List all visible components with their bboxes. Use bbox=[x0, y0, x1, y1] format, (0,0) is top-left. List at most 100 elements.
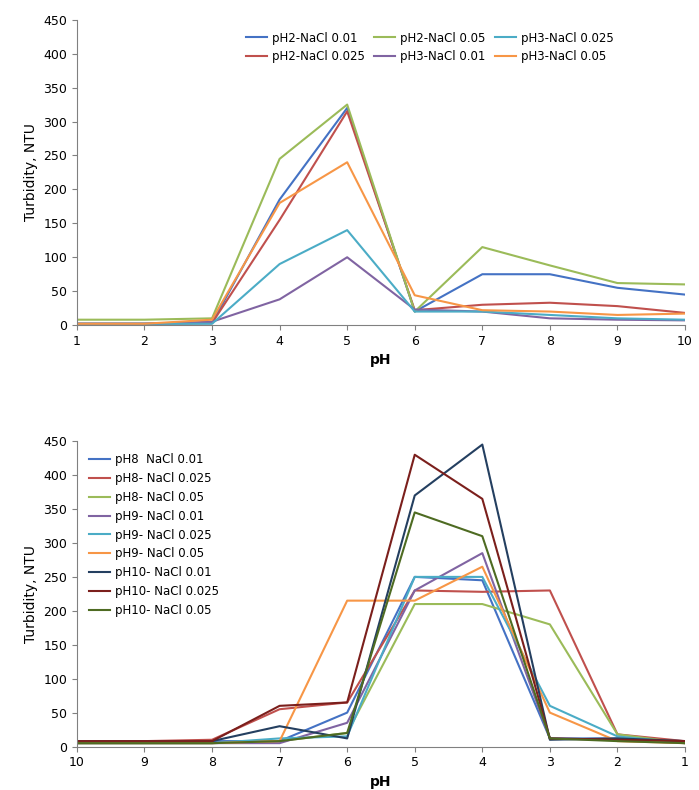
pH3-NaCl 0.025 bbox=[613, 314, 621, 323]
Line: pH3-NaCl 0.025: pH3-NaCl 0.025 bbox=[77, 230, 685, 324]
Line: pH8  NaCl 0.01: pH8 NaCl 0.01 bbox=[77, 577, 685, 741]
pH10- NaCl 0.01 bbox=[478, 440, 487, 450]
Line: pH8- NaCl 0.05: pH8- NaCl 0.05 bbox=[77, 604, 685, 743]
pH2-NaCl 0.025 bbox=[275, 215, 284, 224]
pH2-NaCl 0.01 bbox=[343, 103, 352, 113]
pH3-NaCl 0.025 bbox=[478, 307, 487, 316]
Line: pH2-NaCl 0.05: pH2-NaCl 0.05 bbox=[77, 104, 685, 320]
Line: pH3-NaCl 0.05: pH3-NaCl 0.05 bbox=[77, 162, 685, 324]
pH3-NaCl 0.01 bbox=[546, 314, 554, 323]
pH10- NaCl 0.01 bbox=[73, 736, 81, 746]
pH2-NaCl 0.025 bbox=[73, 319, 81, 329]
pH3-NaCl 0.025 bbox=[140, 319, 149, 329]
pH2-NaCl 0.05 bbox=[208, 314, 216, 323]
pH9- NaCl 0.01 bbox=[208, 739, 216, 748]
Line: pH10- NaCl 0.05: pH10- NaCl 0.05 bbox=[77, 513, 685, 743]
pH3-NaCl 0.025 bbox=[410, 307, 419, 316]
pH9- NaCl 0.05 bbox=[546, 708, 554, 717]
pH8- NaCl 0.025 bbox=[546, 585, 554, 595]
Line: pH9- NaCl 0.01: pH9- NaCl 0.01 bbox=[77, 553, 685, 743]
pH9- NaCl 0.01 bbox=[343, 718, 352, 728]
pH9- NaCl 0.01 bbox=[681, 739, 689, 748]
Line: pH3-NaCl 0.01: pH3-NaCl 0.01 bbox=[77, 258, 685, 324]
pH3-NaCl 0.01 bbox=[343, 253, 352, 262]
pH3-NaCl 0.05 bbox=[478, 306, 487, 315]
pH10- NaCl 0.025 bbox=[410, 450, 419, 460]
Line: pH8- NaCl 0.025: pH8- NaCl 0.025 bbox=[77, 590, 685, 741]
pH8- NaCl 0.025 bbox=[410, 585, 419, 595]
pH10- NaCl 0.01 bbox=[208, 736, 216, 746]
pH2-NaCl 0.01 bbox=[410, 307, 419, 316]
pH2-NaCl 0.025 bbox=[613, 302, 621, 311]
pH2-NaCl 0.01 bbox=[613, 283, 621, 292]
pH9- NaCl 0.05 bbox=[478, 562, 487, 571]
pH10- NaCl 0.05 bbox=[613, 736, 621, 746]
pH9- NaCl 0.025 bbox=[681, 739, 689, 748]
pH2-NaCl 0.025 bbox=[546, 298, 554, 307]
pH2-NaCl 0.05 bbox=[343, 100, 352, 109]
pH8- NaCl 0.05 bbox=[208, 739, 216, 748]
pH8- NaCl 0.025 bbox=[681, 736, 689, 746]
pH3-NaCl 0.01 bbox=[613, 315, 621, 325]
pH9- NaCl 0.05 bbox=[410, 596, 419, 605]
pH8  NaCl 0.01 bbox=[478, 576, 487, 585]
pH2-NaCl 0.01 bbox=[140, 319, 149, 329]
Legend: pH2-NaCl 0.01, pH2-NaCl 0.025, pH2-NaCl 0.05, pH3-NaCl 0.01, pH3-NaCl 0.025, pH3: pH2-NaCl 0.01, pH2-NaCl 0.025, pH2-NaCl … bbox=[240, 25, 619, 70]
pH8- NaCl 0.05 bbox=[343, 728, 352, 738]
pH9- NaCl 0.01 bbox=[546, 734, 554, 743]
pH2-NaCl 0.05 bbox=[275, 154, 284, 164]
pH9- NaCl 0.025 bbox=[275, 734, 284, 743]
pH8- NaCl 0.025 bbox=[275, 705, 284, 714]
pH10- NaCl 0.025 bbox=[546, 734, 554, 743]
pH2-NaCl 0.025 bbox=[343, 107, 352, 116]
pH10- NaCl 0.01 bbox=[410, 491, 419, 500]
pH8  NaCl 0.01 bbox=[343, 708, 352, 717]
pH8  NaCl 0.01 bbox=[613, 734, 621, 743]
pH2-NaCl 0.025 bbox=[208, 318, 216, 328]
pH9- NaCl 0.025 bbox=[410, 572, 419, 581]
pH9- NaCl 0.025 bbox=[140, 739, 149, 748]
pH8- NaCl 0.025 bbox=[73, 736, 81, 746]
pH9- NaCl 0.05 bbox=[613, 736, 621, 746]
pH2-NaCl 0.05 bbox=[140, 315, 149, 325]
pH10- NaCl 0.025 bbox=[73, 736, 81, 746]
pH10- NaCl 0.05 bbox=[73, 739, 81, 748]
pH8  NaCl 0.01 bbox=[410, 572, 419, 581]
pH9- NaCl 0.05 bbox=[681, 739, 689, 748]
pH9- NaCl 0.025 bbox=[208, 739, 216, 748]
pH10- NaCl 0.025 bbox=[140, 736, 149, 746]
pH3-NaCl 0.025 bbox=[208, 319, 216, 329]
pH3-NaCl 0.01 bbox=[73, 319, 81, 329]
pH3-NaCl 0.01 bbox=[140, 319, 149, 329]
pH3-NaCl 0.025 bbox=[343, 225, 352, 235]
pH2-NaCl 0.025 bbox=[478, 300, 487, 310]
pH2-NaCl 0.05 bbox=[613, 278, 621, 288]
pH2-NaCl 0.01 bbox=[73, 319, 81, 329]
pH3-NaCl 0.01 bbox=[275, 295, 284, 304]
pH10- NaCl 0.01 bbox=[343, 734, 352, 743]
pH10- NaCl 0.05 bbox=[275, 736, 284, 746]
pH2-NaCl 0.025 bbox=[681, 308, 689, 318]
pH8  NaCl 0.01 bbox=[208, 736, 216, 746]
pH2-NaCl 0.01 bbox=[275, 195, 284, 205]
Y-axis label: Turbidity, NTU: Turbidity, NTU bbox=[24, 545, 38, 643]
pH9- NaCl 0.05 bbox=[73, 739, 81, 748]
pH3-NaCl 0.025 bbox=[73, 319, 81, 329]
pH3-NaCl 0.01 bbox=[208, 317, 216, 326]
pH3-NaCl 0.05 bbox=[343, 157, 352, 167]
pH10- NaCl 0.05 bbox=[546, 734, 554, 743]
pH8- NaCl 0.05 bbox=[140, 739, 149, 748]
pH9- NaCl 0.01 bbox=[478, 548, 487, 558]
Line: pH2-NaCl 0.025: pH2-NaCl 0.025 bbox=[77, 111, 685, 324]
pH8- NaCl 0.05 bbox=[275, 736, 284, 746]
Line: pH10- NaCl 0.025: pH10- NaCl 0.025 bbox=[77, 455, 685, 741]
pH9- NaCl 0.01 bbox=[613, 735, 621, 744]
pH2-NaCl 0.05 bbox=[546, 261, 554, 270]
pH10- NaCl 0.025 bbox=[478, 494, 487, 503]
pH10- NaCl 0.01 bbox=[613, 734, 621, 743]
Line: pH9- NaCl 0.025: pH9- NaCl 0.025 bbox=[77, 577, 685, 743]
pH2-NaCl 0.025 bbox=[140, 319, 149, 329]
Y-axis label: Turbidity, NTU: Turbidity, NTU bbox=[24, 123, 38, 221]
pH8  NaCl 0.01 bbox=[546, 734, 554, 743]
pH8- NaCl 0.05 bbox=[410, 600, 419, 609]
